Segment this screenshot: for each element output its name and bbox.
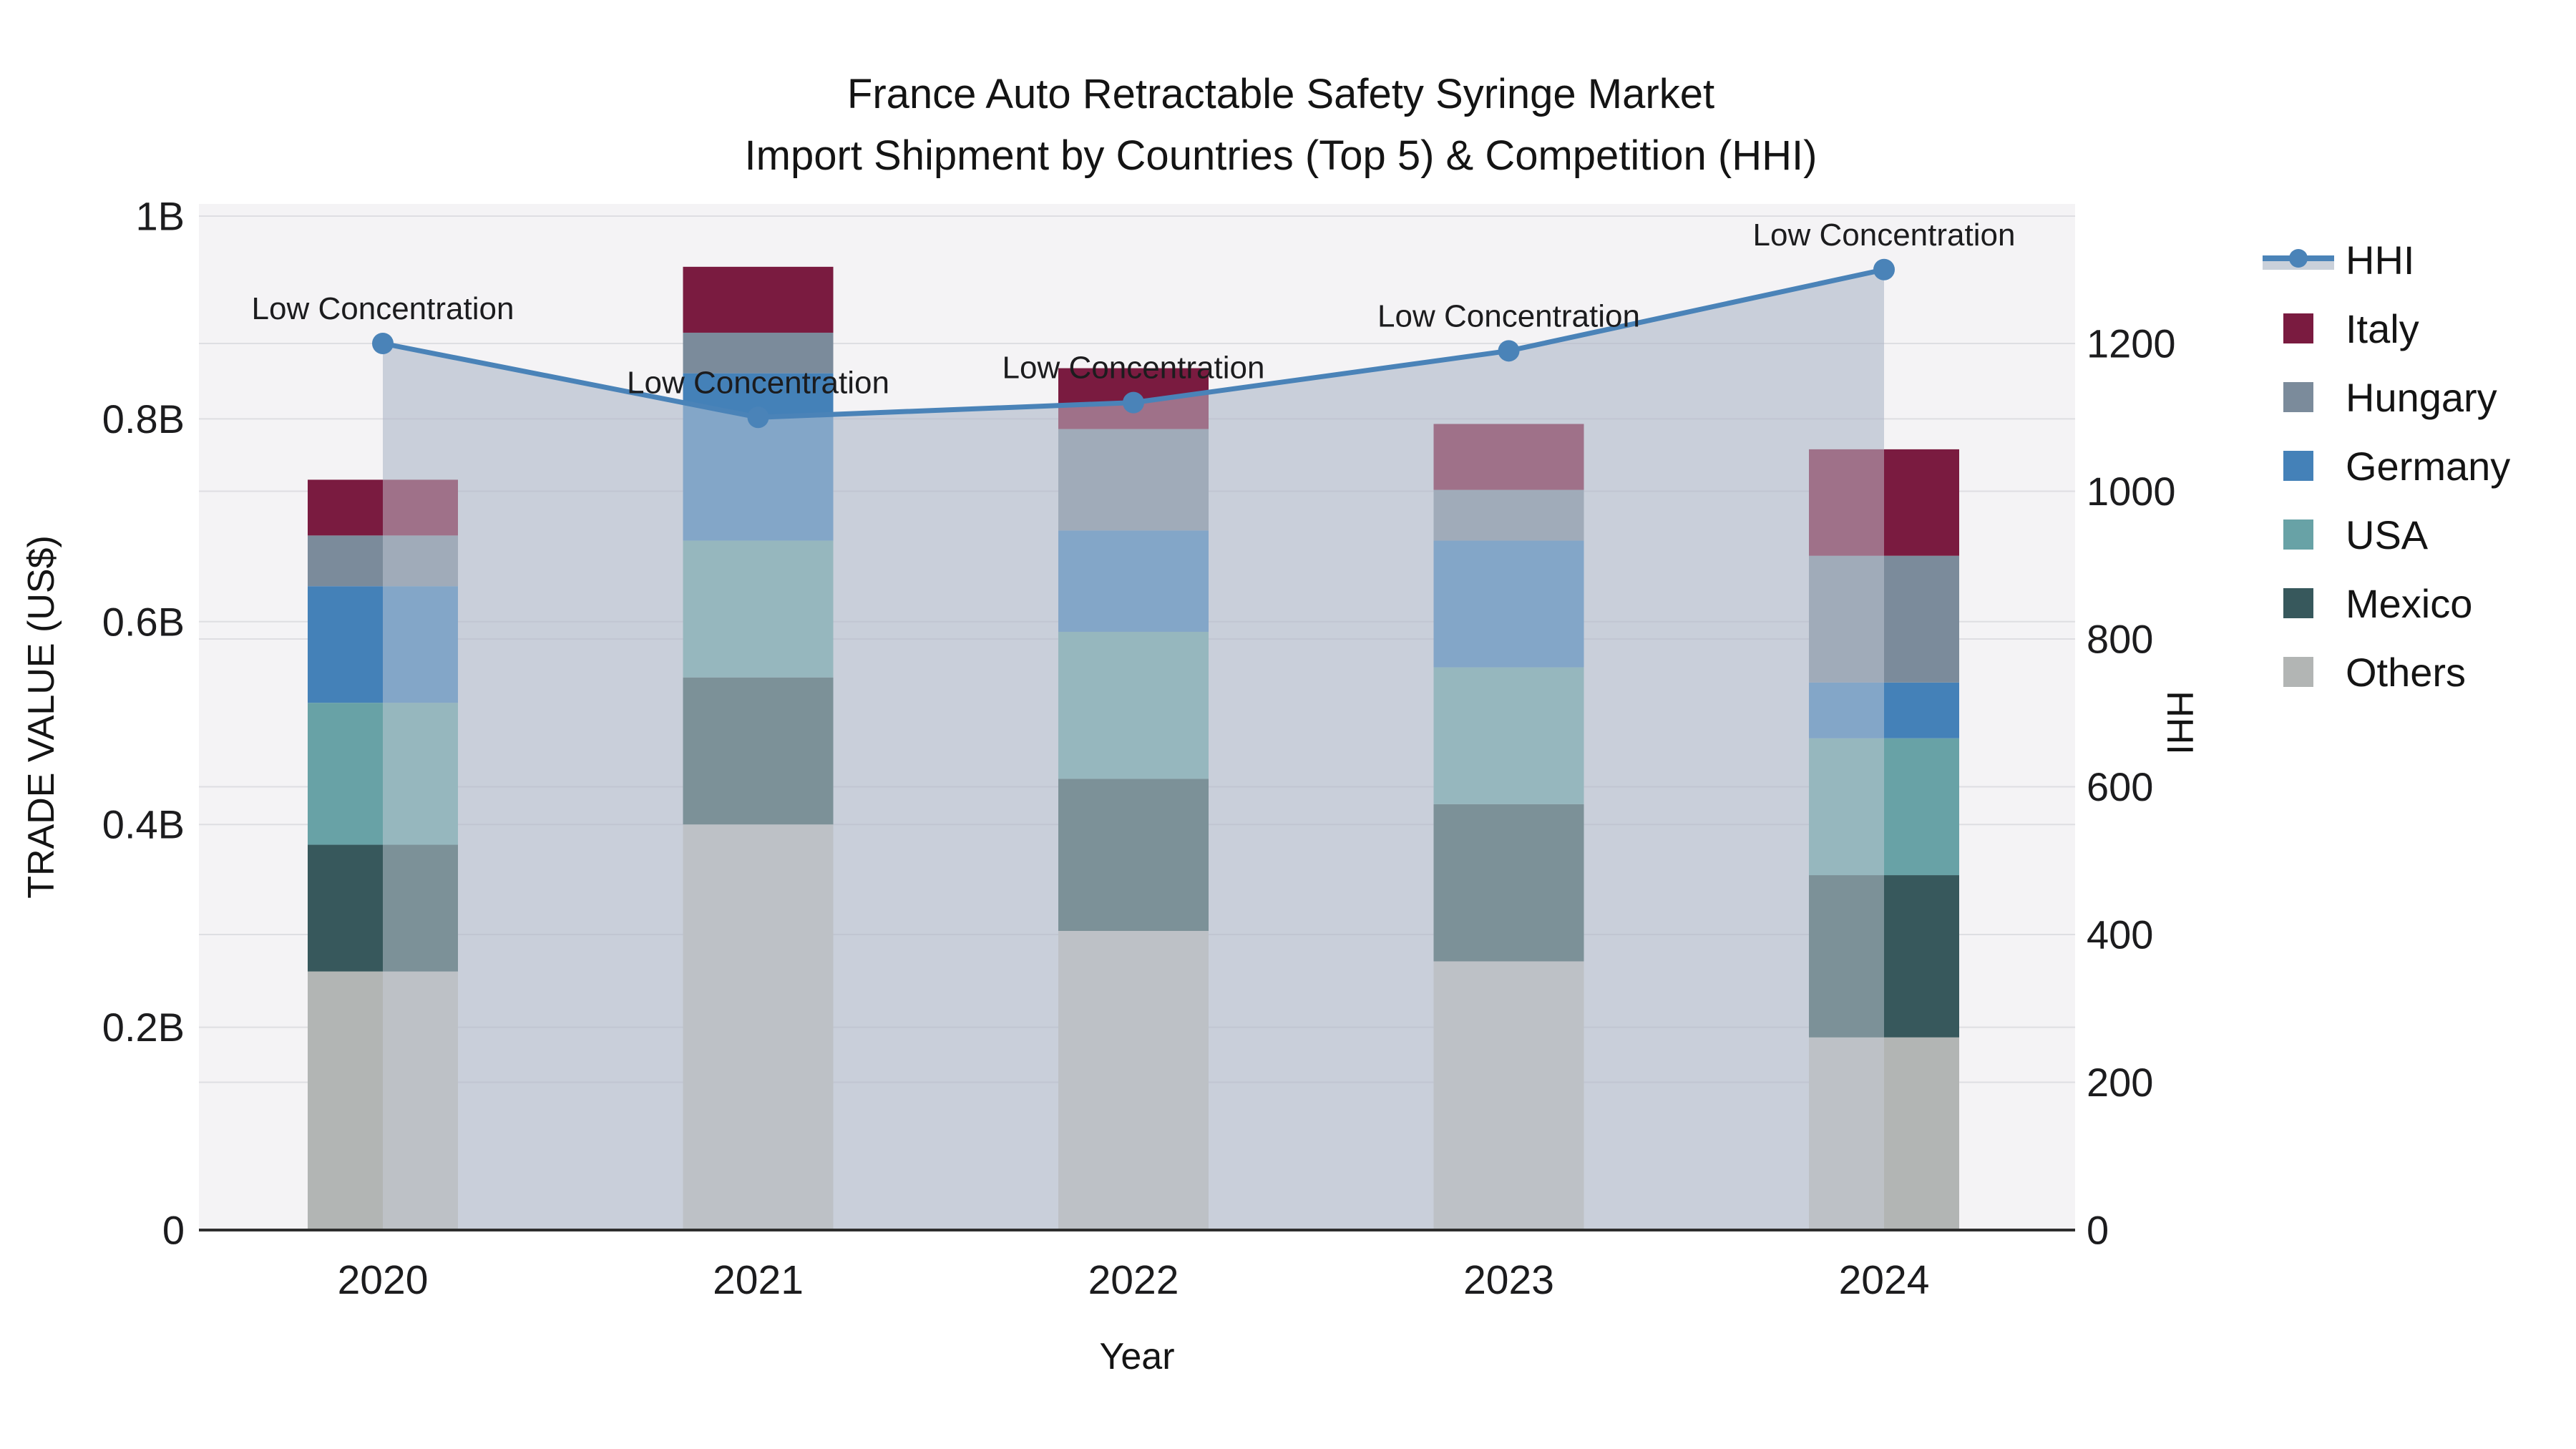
- y-left-tick-0: 0: [162, 1208, 185, 1253]
- bar-segment-2023-hungary: [1433, 489, 1584, 541]
- chart-title-line2: Import Shipment by Countries (Top 5) & C…: [744, 132, 1818, 179]
- germany-color-swatch: [2283, 451, 2313, 481]
- italy-color-swatch: [2283, 313, 2313, 343]
- hhi-marker-2022: [1123, 391, 1144, 414]
- bar-segment-2024-mexico: [1809, 875, 1959, 1038]
- bar-segment-2021-mexico: [683, 677, 834, 825]
- hhi-marker-2021: [747, 406, 769, 429]
- y-left-tick-1B: 1B: [136, 194, 185, 239]
- bar-segment-2024-others: [1809, 1037, 1959, 1230]
- y-left-tick-0.2B: 0.2B: [102, 1005, 185, 1050]
- others-swatch-icon: [2263, 657, 2334, 687]
- x-axis-title: Year: [1099, 1336, 1175, 1377]
- legend-item-hhi[interactable]: HHI: [2263, 230, 2510, 289]
- hhi-area-overlay: [383, 269, 1884, 1230]
- bar-segment-2020-hungary: [308, 535, 458, 587]
- y-left-tick-0.4B: 0.4B: [102, 802, 185, 847]
- legend-label-italy: Italy: [2346, 306, 2419, 351]
- bar-segment-2022-others: [1058, 930, 1209, 1230]
- legend-label-germany: Germany: [2346, 443, 2511, 489]
- y-left-tick-0.6B: 0.6B: [102, 599, 185, 644]
- hhi-marker-2024: [1873, 258, 1895, 280]
- bar-segment-2021-others: [683, 824, 834, 1230]
- y-right-tick-600: 600: [2087, 764, 2153, 809]
- y-right-tick-200: 200: [2087, 1060, 2153, 1105]
- bar-segment-2020-germany: [308, 586, 458, 703]
- bar-segment-2022-usa: [1058, 631, 1209, 779]
- hungary-color-swatch: [2283, 382, 2313, 412]
- bar-segment-2020-others: [308, 971, 458, 1230]
- bar-segment-2024-italy: [1809, 449, 1959, 556]
- bar-segment-2022-hungary: [1058, 429, 1209, 531]
- annotation-2023: Low Concentration: [1377, 298, 1640, 333]
- bar-segment-2022-germany: [1058, 530, 1209, 632]
- legend-label-mexico: Mexico: [2346, 580, 2473, 626]
- bar-segment-2023-usa: [1433, 667, 1584, 804]
- legend-item-usa[interactable]: USA: [2263, 505, 2510, 564]
- bar-segment-2021-italy: [683, 266, 834, 333]
- legend-label-hungary: Hungary: [2346, 374, 2497, 420]
- legend-item-germany[interactable]: Germany: [2263, 436, 2510, 495]
- bar-segment-2023-italy: [1433, 424, 1584, 490]
- annotation-2022: Low Concentration: [1002, 351, 1265, 386]
- bar-segment-2021-usa: [683, 540, 834, 678]
- others-color-swatch: [2283, 657, 2313, 687]
- y-right-tick-1200: 1200: [2087, 321, 2176, 366]
- bar-segment-2021-germany: [683, 373, 834, 541]
- annotation-2024: Low Concentration: [1753, 218, 2016, 253]
- x-tick-2022: 2022: [1088, 1257, 1179, 1303]
- hhi-line-legend-icon: [2263, 244, 2334, 275]
- usa-color-swatch: [2283, 519, 2313, 550]
- bar-segment-2024-germany: [1809, 682, 1959, 738]
- bar-segment-2023-others: [1433, 961, 1584, 1230]
- legend-item-italy[interactable]: Italy: [2263, 299, 2510, 358]
- legend-label-others: Others: [2346, 649, 2467, 695]
- hhi-marker-2020: [372, 333, 394, 354]
- bar-segment-2023-germany: [1433, 540, 1584, 668]
- x-tick-2020: 2020: [338, 1257, 429, 1303]
- y-left-tick-0.8B: 0.8B: [102, 396, 185, 441]
- x-tick-2023: 2023: [1463, 1257, 1554, 1303]
- bar-segment-2020-italy: [308, 479, 458, 536]
- mexico-swatch-icon: [2263, 588, 2334, 618]
- bar-segment-2024-usa: [1809, 738, 1959, 876]
- x-tick-2024: 2024: [1839, 1257, 1930, 1303]
- hhi-marker-2023: [1498, 340, 1520, 362]
- bar-segment-2023-mexico: [1433, 804, 1584, 962]
- y-right-tick-0: 0: [2087, 1208, 2109, 1253]
- legend-item-others[interactable]: Others: [2263, 643, 2510, 701]
- y-axis-title-left: TRADE VALUE (US$): [21, 535, 62, 899]
- y-right-tick-800: 800: [2087, 617, 2153, 662]
- annotation-2021: Low Concentration: [627, 365, 889, 400]
- y-right-tick-1000: 1000: [2087, 469, 2176, 514]
- mexico-color-swatch: [2283, 588, 2313, 618]
- y-right-tick-400: 400: [2087, 912, 2153, 957]
- legend-label-usa: USA: [2346, 512, 2429, 557]
- legend-item-mexico[interactable]: Mexico: [2263, 574, 2510, 633]
- bar-segment-2020-mexico: [308, 844, 458, 972]
- hhi-line-sample: [2263, 249, 2334, 270]
- bar-segment-2024-hungary: [1809, 555, 1959, 683]
- legend: HHI Italy Hungary Germany USA Mexico Others: [2263, 230, 2510, 711]
- bar-segment-2020-usa: [308, 703, 458, 845]
- bar-segment-2022-mexico: [1058, 779, 1209, 931]
- bar-segment-2021-hungary: [683, 332, 834, 374]
- hungary-swatch-icon: [2263, 382, 2334, 412]
- y-axis-title-right: HHI: [2159, 691, 2200, 755]
- legend-item-hungary[interactable]: Hungary: [2263, 368, 2510, 426]
- legend-label-hhi: HHI: [2346, 237, 2415, 283]
- germany-swatch-icon: [2263, 451, 2334, 481]
- italy-swatch-icon: [2263, 313, 2334, 343]
- chart-title-line1: France Auto Retractable Safety Syringe M…: [847, 71, 1715, 117]
- x-tick-2021: 2021: [713, 1257, 804, 1303]
- annotation-2020: Low Concentration: [252, 291, 514, 326]
- usa-swatch-icon: [2263, 519, 2334, 550]
